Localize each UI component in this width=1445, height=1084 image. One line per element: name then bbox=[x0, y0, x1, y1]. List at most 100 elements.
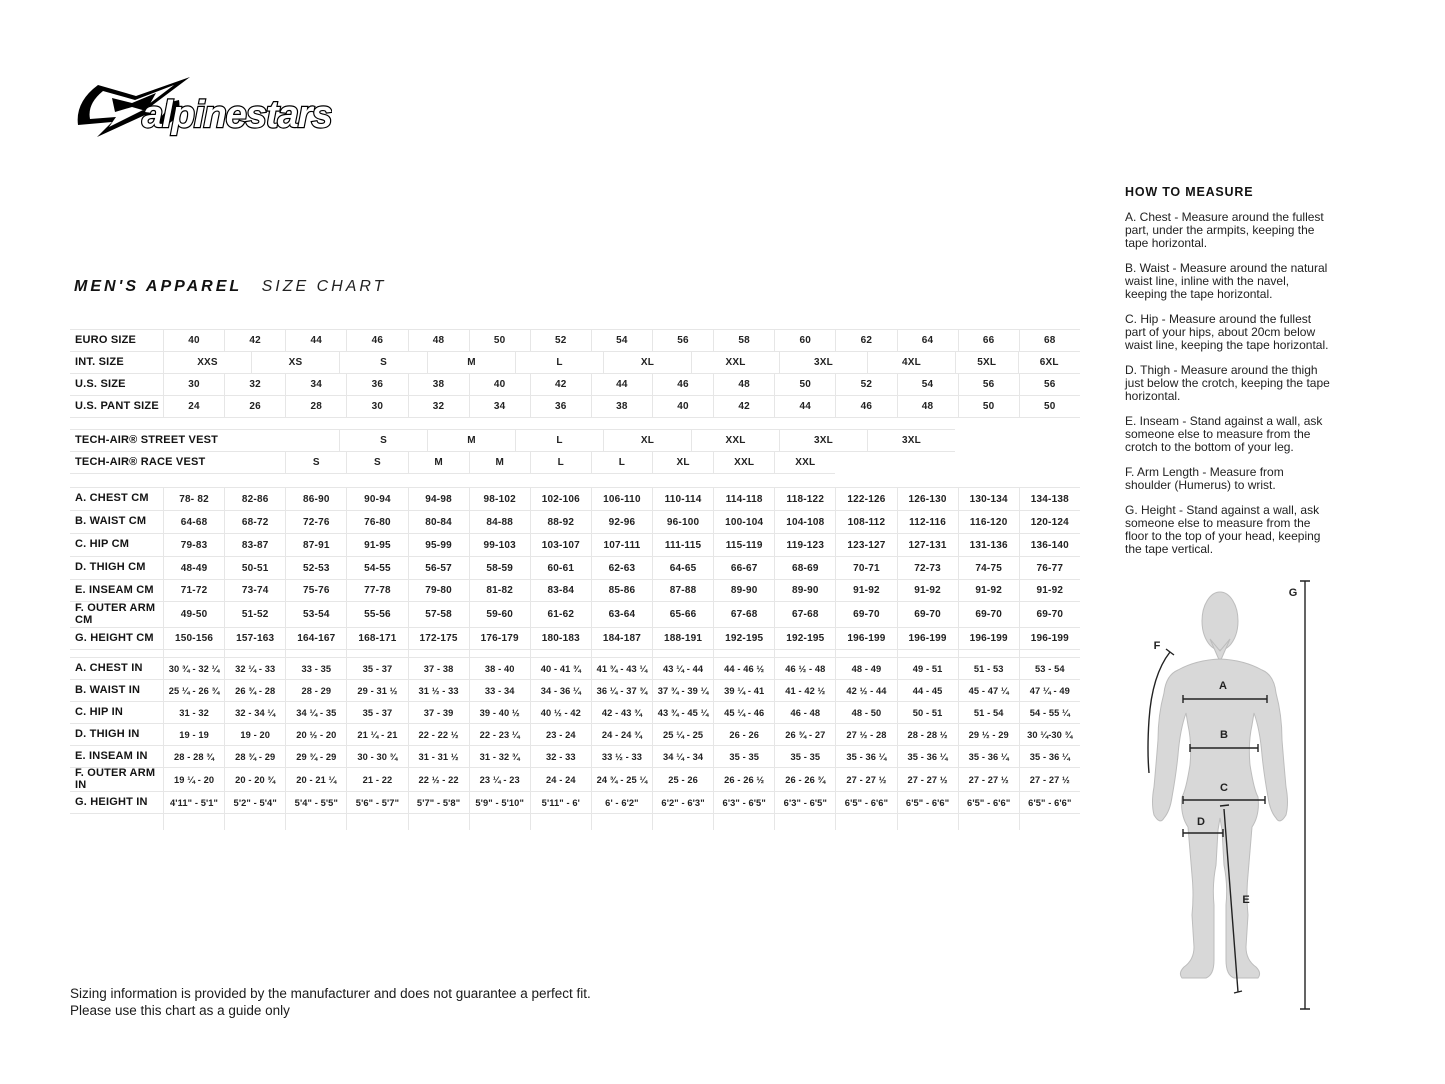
size-cell: 43 ¼ - 44 bbox=[652, 658, 713, 679]
size-cell: 90-94 bbox=[346, 488, 407, 510]
size-cell: 77-78 bbox=[346, 580, 407, 601]
size-cell: 67-68 bbox=[774, 602, 835, 627]
size-cell: L bbox=[529, 452, 591, 473]
size-cell: 42 bbox=[529, 374, 591, 395]
size-cell bbox=[285, 650, 346, 658]
row-f-outer-arm-in: F. OUTER ARM IN 19 ¼ - 20 20 - 20 ¾ 20 - 21… bbox=[70, 767, 1080, 792]
row-label: B. WAIST CM bbox=[75, 515, 147, 528]
size-cell: 73-74 bbox=[224, 580, 285, 601]
size-cell: 34 bbox=[285, 374, 346, 395]
row-tech-air-race-vest: TECH-AIR® RACE VEST S S M M L L XL XXL XXL bbox=[70, 452, 836, 474]
size-cell: 91-92 bbox=[835, 580, 896, 601]
row-label: INT. SIZE bbox=[75, 355, 124, 368]
size-cell: 83-87 bbox=[224, 534, 285, 556]
size-cell: 51 - 54 bbox=[957, 702, 1019, 723]
size-cell: 72-73 bbox=[896, 557, 958, 579]
size-cell: 60-61 bbox=[529, 557, 591, 579]
size-cell: 55-56 bbox=[346, 602, 407, 627]
size-cell: 19 ¼ - 20 bbox=[163, 768, 224, 791]
size-cell: M bbox=[427, 430, 515, 451]
size-cell: 5'6" - 5'7" bbox=[346, 792, 407, 813]
size-cell: 30 bbox=[346, 396, 407, 417]
measurement-labels: A B C D E F G bbox=[1154, 587, 1298, 906]
size-cell: 27 - 27 ½ bbox=[957, 768, 1019, 791]
size-cell bbox=[468, 814, 530, 830]
size-cell bbox=[224, 650, 285, 658]
size-cell: 54 - 55 ¼ bbox=[1018, 702, 1080, 723]
size-cell: S bbox=[339, 352, 427, 373]
size-cell: 26 - 26 bbox=[713, 724, 774, 745]
size-cell: 136-140 bbox=[1018, 534, 1080, 556]
size-cell: 111-115 bbox=[652, 534, 713, 556]
size-cell: 44 bbox=[590, 374, 652, 395]
size-cell: 91-92 bbox=[1018, 580, 1080, 601]
row-e-inseam-in: E. INSEAM IN 28 - 28 ¾ 28 ¾ - 29 29 ¾ - 29 3… bbox=[70, 746, 1080, 768]
size-cell: 196-199 bbox=[896, 628, 958, 649]
size-cell: 32 bbox=[224, 374, 285, 395]
size-cell bbox=[713, 650, 774, 658]
size-cell bbox=[407, 814, 469, 830]
size-cell: 83-84 bbox=[529, 580, 591, 601]
size-cell: 33 - 34 bbox=[468, 680, 530, 701]
size-cell: 48-49 bbox=[163, 557, 224, 579]
size-cell: 24 bbox=[163, 396, 224, 417]
size-cell: 30 - 30 ¾ bbox=[346, 746, 407, 767]
measure-instruction-thigh: D. Thigh - Measure around the thigh just… bbox=[1125, 363, 1330, 403]
tech-air-table: TECH-AIR® STREET VEST S M L XL XXL 3XL 3XL TECH-… bbox=[70, 429, 955, 474]
size-cell: 20 - 20 ¾ bbox=[224, 768, 285, 791]
measure-instruction-hip: C. Hip - Measure around the fullest part… bbox=[1125, 312, 1329, 352]
size-cell: 22 ½ - 22 bbox=[407, 768, 469, 791]
size-cell: 40 bbox=[468, 374, 530, 395]
size-cell: 35 - 36 ¼ bbox=[1018, 746, 1080, 767]
size-cell: 30 bbox=[163, 374, 224, 395]
size-cell bbox=[1018, 650, 1080, 658]
size-cell bbox=[590, 814, 652, 830]
size-cell: 21 - 22 bbox=[346, 768, 407, 791]
size-cell: 164-167 bbox=[285, 628, 346, 649]
size-cell: 32 - 33 bbox=[529, 746, 591, 767]
size-cell: 28 - 29 bbox=[285, 680, 346, 701]
size-cell: 45 - 47 ¼ bbox=[957, 680, 1019, 701]
label-g: G bbox=[1289, 587, 1298, 599]
size-cell: 31 ½ - 33 bbox=[407, 680, 469, 701]
size-cell: 36 bbox=[529, 396, 591, 417]
size-cell: 64-68 bbox=[163, 511, 224, 533]
size-cell: 6'3" - 6'5" bbox=[713, 792, 774, 813]
size-cell: 87-91 bbox=[285, 534, 346, 556]
size-cell bbox=[713, 814, 774, 830]
size-cell: 44 bbox=[774, 396, 835, 417]
size-cell bbox=[896, 814, 958, 830]
size-cell: 35 - 36 ¼ bbox=[957, 746, 1019, 767]
row-b-waist-in: B. WAIST IN 25 ¼ - 26 ¾ 26 ¾ - 28 28 - 29 29… bbox=[70, 680, 1080, 702]
measure-instruction-inseam: E. Inseam - Stand against a wall, ask so… bbox=[1125, 414, 1323, 454]
page-title: MEN'S APPAREL SIZE CHART bbox=[74, 278, 386, 296]
measure-instruction-chest: A. Chest - Measure around the fullest pa… bbox=[1125, 210, 1324, 250]
size-cell: 46 bbox=[346, 330, 407, 351]
size-cell: 34 bbox=[468, 396, 530, 417]
size-cell: 26 bbox=[224, 396, 285, 417]
size-cell: 96-100 bbox=[652, 511, 713, 533]
size-cell: 40 bbox=[652, 396, 713, 417]
chest-line bbox=[1182, 695, 1268, 703]
size-cell bbox=[346, 814, 407, 830]
size-cell bbox=[224, 814, 285, 830]
row-label: E. INSEAM CM bbox=[75, 583, 154, 596]
size-cell: 6'5" - 6'6" bbox=[957, 792, 1019, 813]
size-cell: 50 bbox=[774, 374, 835, 395]
size-cell: 44 bbox=[285, 330, 346, 351]
row-label: U.S. SIZE bbox=[75, 377, 126, 390]
size-cell: 35 - 36 ¼ bbox=[896, 746, 958, 767]
size-cell: 46 bbox=[652, 374, 713, 395]
size-cell: 4'11" - 5'1" bbox=[163, 792, 224, 813]
size-cell bbox=[1018, 814, 1080, 830]
size-cell: 26 - 26 ½ bbox=[713, 768, 774, 791]
size-cell: 110-114 bbox=[652, 488, 713, 510]
size-cell: 116-120 bbox=[957, 511, 1019, 533]
size-cell: 28 - 28 ½ bbox=[896, 724, 958, 745]
size-cell: 25 ¼ - 25 bbox=[652, 724, 713, 745]
size-cell: 28 bbox=[285, 396, 346, 417]
size-cell: 176-179 bbox=[468, 628, 530, 649]
size-cell: 28 - 28 ¾ bbox=[163, 746, 224, 767]
size-cell: 58 bbox=[713, 330, 774, 351]
size-cell bbox=[529, 814, 591, 830]
